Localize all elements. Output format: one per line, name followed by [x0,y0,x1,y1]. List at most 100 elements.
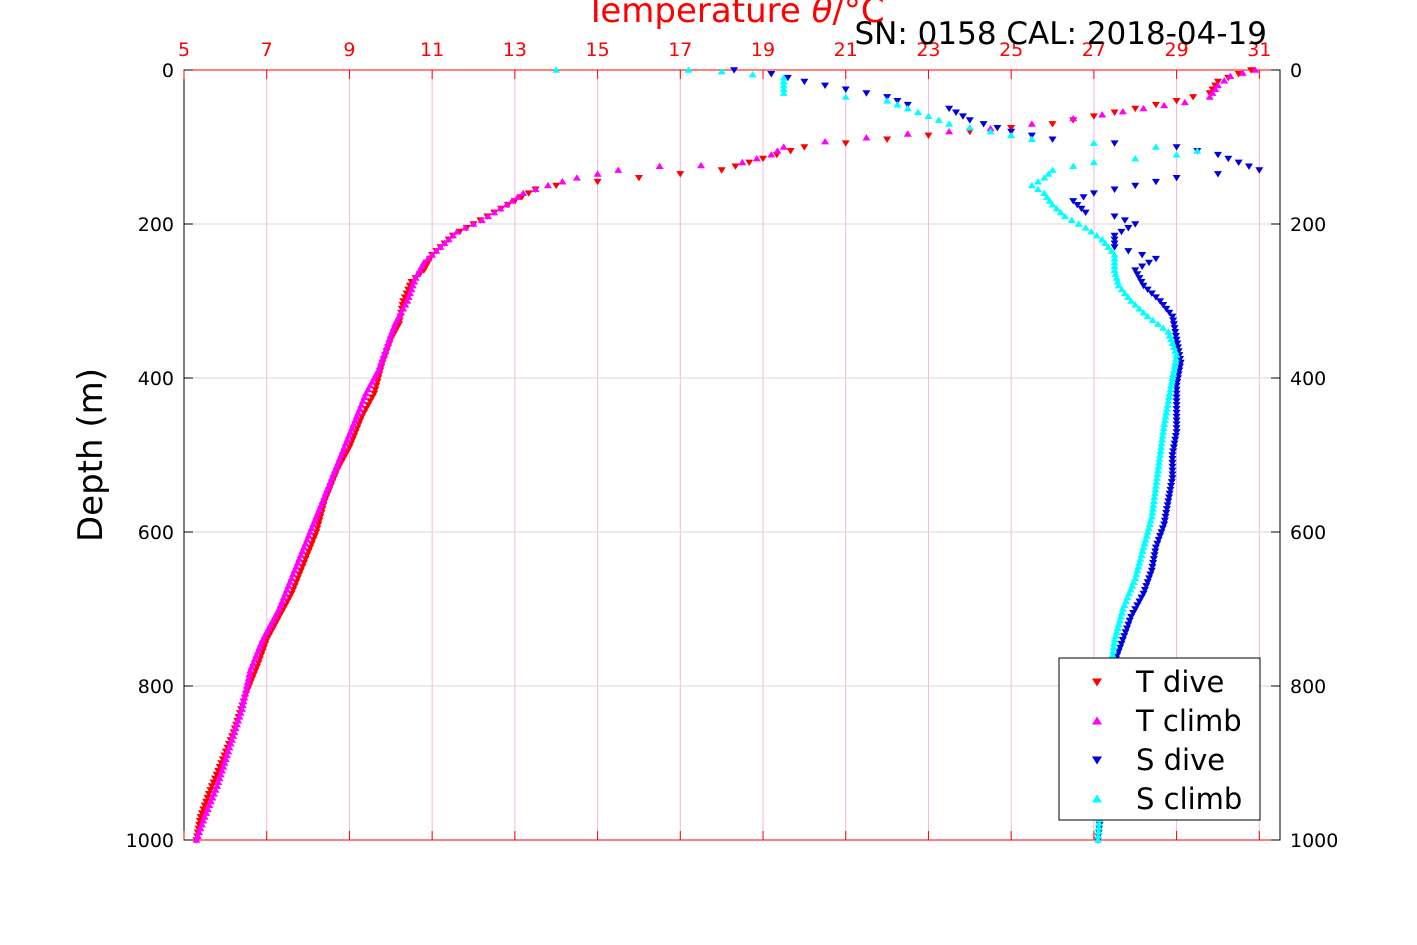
data-point [1169,366,1178,374]
data-point [1125,617,1134,625]
data-point [1034,178,1043,185]
data-point [237,705,246,712]
data-point [1110,240,1119,247]
data-point [1147,567,1156,575]
data-point [745,159,754,166]
data-point [552,66,561,73]
data-point [1238,69,1247,76]
data-point [979,121,988,128]
data-point [1117,285,1126,293]
y-tick-label-right: 0 [1290,60,1302,82]
data-point [1110,636,1119,643]
data-point [1169,444,1178,451]
data-point [404,293,413,300]
data-point [221,755,230,762]
data-point [543,181,552,189]
data-point [1144,524,1153,531]
data-point [1151,101,1160,109]
data-point [1043,193,1052,200]
data-point [1087,228,1096,235]
data-point [1160,521,1169,528]
data-point [1135,275,1144,282]
data-point [1147,513,1156,520]
data-point [496,205,505,212]
data-point [1133,602,1142,609]
data-point [800,78,809,86]
data-point [1213,171,1222,178]
data-point [986,128,995,135]
data-point [1110,213,1119,220]
data-point [220,759,229,766]
data-point [1162,509,1171,517]
data-point [1172,402,1181,409]
data-point [1172,425,1181,432]
data-point [1124,225,1133,232]
data-point [1044,170,1053,177]
data-point [841,93,850,100]
data-point [1117,228,1126,236]
data-point [1156,533,1165,540]
data-point [390,320,399,327]
data-point [655,162,664,170]
data-point [490,208,499,216]
data-point [1151,255,1160,263]
data-point [1111,270,1120,277]
data-point [1172,406,1181,413]
data-point [238,701,247,709]
data-point [1069,114,1078,122]
data-point [378,355,387,362]
data-point [1148,505,1157,512]
data-point [1151,486,1160,493]
data-point [385,335,394,343]
data-point [1027,120,1036,127]
y-tick-label-right: 800 [1290,676,1326,698]
data-point [1151,482,1160,489]
data-point [903,130,912,137]
data-point [1244,163,1253,170]
data-point [192,836,201,843]
data-point [1124,621,1133,628]
data-point [381,347,390,354]
data-point [428,251,437,258]
data-point [1113,624,1122,632]
data-point [779,77,788,85]
data-point [821,82,830,89]
data-point [1101,239,1110,247]
y-tick-label-right: 600 [1290,522,1326,544]
data-point [773,147,782,154]
data-point [1138,547,1147,555]
legend-label: S climb [1136,782,1242,816]
x-tick-label: 17 [668,39,692,61]
data-point [216,770,225,778]
data-point [1137,594,1146,602]
data-point [436,243,445,250]
data-point [767,71,776,78]
data-point [513,193,522,200]
data-point [448,231,457,239]
data-point [767,151,776,158]
data-point [1171,332,1180,340]
data-point [783,74,792,82]
data-point [1133,566,1142,574]
data-point [1168,313,1177,320]
data-point [883,136,892,143]
data-point [1171,432,1180,440]
data-point [1234,71,1243,78]
data-point [1160,101,1169,109]
data-point [1159,428,1168,435]
legend-marker [1092,716,1102,725]
data-point [1094,828,1103,835]
data-point [786,148,795,155]
data-point [1122,625,1131,632]
data-point [1169,448,1178,455]
data-point [593,178,602,186]
data-point [229,732,238,739]
data-point [197,821,206,828]
data-point [1109,643,1118,651]
data-point [1208,89,1217,96]
data-point [1165,332,1174,339]
data-point [1173,340,1182,347]
data-point [1034,185,1043,193]
data-point [1169,370,1178,377]
